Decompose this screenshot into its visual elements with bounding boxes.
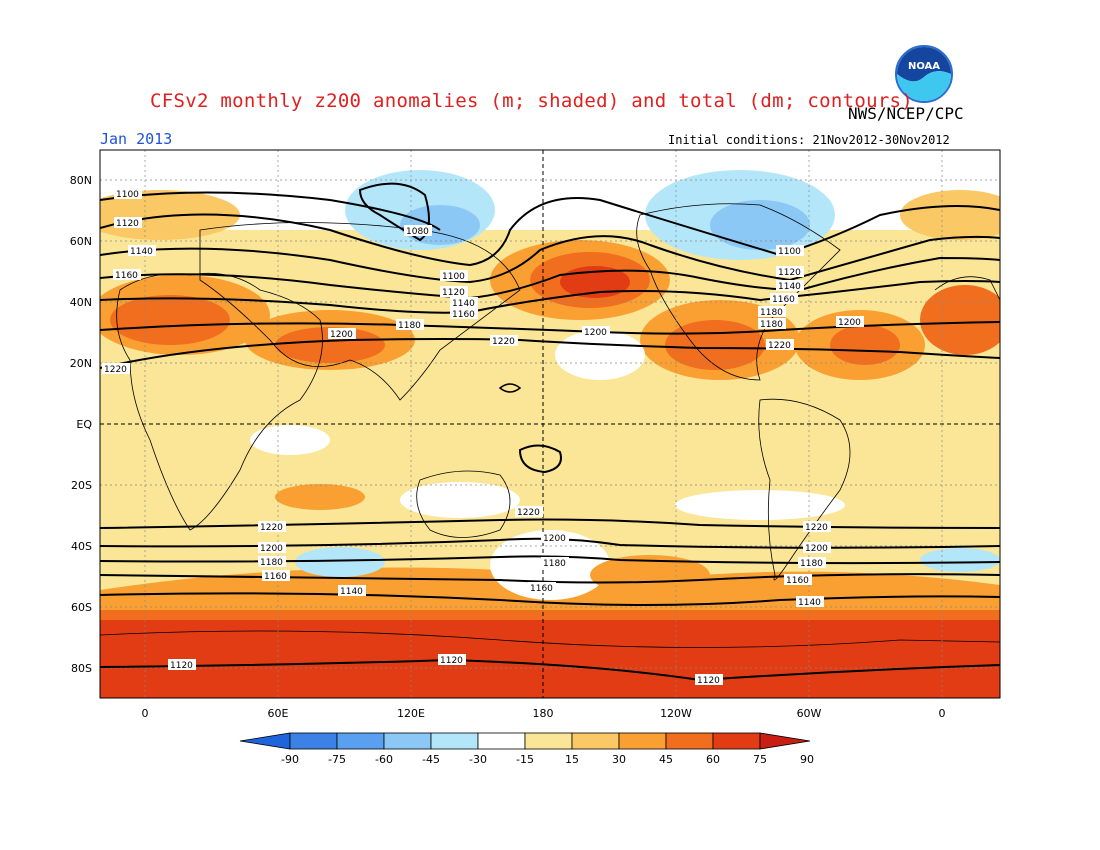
colorbar-left-arrow — [239, 732, 291, 750]
contour-label: 1120 — [697, 676, 720, 686]
contour-label: 1160 — [530, 584, 553, 594]
equator-dateline — [100, 150, 1000, 698]
contour-label: 1100 — [116, 190, 139, 200]
lat-label: EQ — [76, 418, 92, 431]
longitude-labels: 0 60E 120E 180 120W 60W 0 — [142, 707, 946, 720]
contour-label: 1200 — [330, 330, 353, 340]
colorbar-label: -30 — [469, 753, 487, 766]
contour-label: 1200 — [260, 544, 283, 554]
agency-label: NWS/NCEP/CPC — [848, 104, 964, 123]
contour-label: 1140 — [778, 282, 801, 292]
contour-label: 1200 — [543, 534, 566, 544]
colorbar-swatch — [665, 732, 714, 750]
colorbar-label: -15 — [516, 753, 534, 766]
lat-label: 20N — [70, 357, 92, 370]
contour-label: 1180 — [800, 559, 823, 569]
lat-label: 40N — [70, 296, 92, 309]
colorbar-right-arrow — [759, 732, 811, 750]
contour-label: 1100 — [778, 247, 801, 257]
lon-label: 120W — [660, 707, 692, 720]
map-frame — [99, 149, 1001, 699]
logo-text: NOAA — [908, 61, 940, 72]
contour-label: 1180 — [543, 559, 566, 569]
contour-label: 1120 — [116, 219, 139, 229]
lon-label: 0 — [939, 707, 946, 720]
contour-label: 1220 — [768, 341, 791, 351]
colorbar-swatch — [524, 732, 573, 750]
contour-label: 1180 — [398, 321, 421, 331]
forecast-date: Jan 2013 — [100, 130, 173, 148]
contour-label: 1220 — [805, 523, 828, 533]
colorbar-label: -45 — [422, 753, 440, 766]
colorbar-label: 75 — [753, 753, 767, 766]
colorbar-label: -90 — [281, 753, 299, 766]
colorbar-label: 45 — [659, 753, 673, 766]
colorbar-swatch — [289, 732, 338, 750]
contour-label: 1200 — [584, 328, 607, 338]
chart-title: CFSv2 monthly z200 anomalies (m; shaded)… — [150, 90, 914, 112]
colorbar-label: 90 — [800, 753, 814, 766]
contour-label: 1180 — [760, 320, 783, 330]
colorbar-labels: -90 -75 -60 -45 -30 -15 15 30 45 60 75 90 — [281, 753, 814, 766]
contour-label: 1140 — [130, 247, 153, 257]
colorbar-swatch — [383, 732, 432, 750]
contour-label: 1160 — [772, 295, 795, 305]
lon-label: 60W — [797, 707, 822, 720]
colorbar-label: 15 — [565, 753, 579, 766]
contour-label: 1100 — [442, 272, 465, 282]
noaa-logo: NOAA — [895, 45, 953, 103]
lat-label: 60N — [70, 235, 92, 248]
lat-label: 80S — [71, 662, 92, 675]
lat-label: 20S — [71, 479, 92, 492]
colorbar-label: 60 — [706, 753, 720, 766]
lon-label: 180 — [533, 707, 554, 720]
contour-label: 1080 — [406, 227, 429, 237]
latitude-labels: 80N 60N 40N 20N EQ 20S 40S 60S 80S — [70, 174, 93, 675]
initial-conditions: Initial conditions: 21Nov2012-30Nov2012 — [668, 133, 950, 147]
contour-label: 1120 — [440, 656, 463, 666]
contour-label: 1160 — [786, 576, 809, 586]
lat-label: 40S — [71, 540, 92, 553]
contour-label: 1160 — [115, 271, 138, 281]
colorbar-swatch — [618, 732, 667, 750]
colorbar-swatch — [430, 732, 479, 750]
contour-label-group: 1100 1120 1140 1160 1180 1200 1220 1080 … — [102, 188, 864, 686]
contour-label: 1220 — [260, 523, 283, 533]
contour-label: 1160 — [452, 310, 475, 320]
contour-label: 1220 — [492, 337, 515, 347]
colorbar — [239, 732, 811, 750]
contour-label: 1120 — [442, 288, 465, 298]
lon-label: 60E — [268, 707, 289, 720]
contour-label: 1140 — [340, 587, 363, 597]
colorbar-swatch — [336, 732, 385, 750]
contour-label: 1220 — [517, 508, 540, 518]
lon-label: 0 — [142, 707, 149, 720]
contour-label: 1140 — [452, 299, 475, 309]
contour-label: 1200 — [805, 544, 828, 554]
colorbar-swatch — [477, 732, 526, 750]
colorbar-label: -60 — [375, 753, 393, 766]
lat-label: 60S — [71, 601, 92, 614]
colorbar-swatch — [571, 732, 620, 750]
contour-label: 1120 — [170, 661, 193, 671]
contour-label: 1220 — [104, 365, 127, 375]
contour-label: 1180 — [260, 558, 283, 568]
lat-label: 80N — [70, 174, 92, 187]
colorbar-label: -75 — [328, 753, 346, 766]
lon-label: 120E — [397, 707, 425, 720]
contour-label: 1160 — [264, 572, 287, 582]
contour-label: 1180 — [760, 308, 783, 318]
contour-label: 1120 — [778, 268, 801, 278]
contour-label: 1200 — [838, 318, 861, 328]
contour-label: 1140 — [798, 598, 821, 608]
colorbar-swatch — [712, 732, 761, 750]
colorbar-label: 30 — [612, 753, 626, 766]
